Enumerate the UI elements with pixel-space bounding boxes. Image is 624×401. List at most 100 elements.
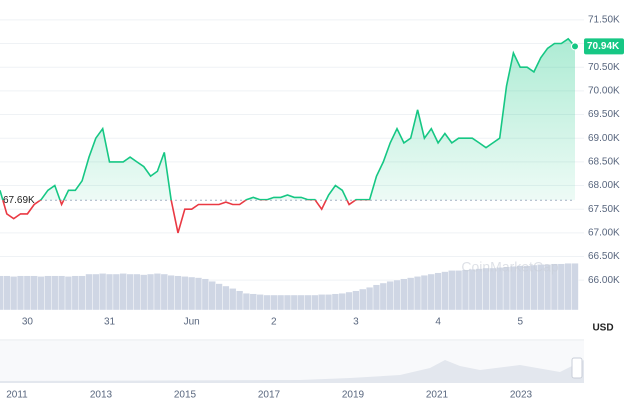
volume-bar — [85, 273, 93, 311]
volume-bar — [208, 281, 216, 311]
y-tick-label: 66.00K — [588, 275, 620, 286]
volume-bar — [304, 294, 312, 311]
volume-bar — [386, 281, 394, 311]
volume-bar — [283, 294, 292, 311]
volume-bar — [352, 290, 360, 311]
volume-bar — [112, 273, 120, 311]
volume-bar — [475, 268, 483, 311]
price-line-down — [2, 200, 371, 234]
current-label: 70.94K — [587, 41, 620, 52]
volume-bar — [311, 294, 319, 311]
volume-bar — [181, 276, 189, 311]
y-tick-label: 68.00K — [588, 180, 620, 191]
volume-bar — [174, 275, 182, 311]
watermark: CoinMarketCap — [461, 259, 558, 275]
navigator-year: 2013 — [90, 390, 113, 401]
y-tick-label: 69.50K — [588, 109, 620, 120]
y-tick-label: 68.50K — [588, 157, 620, 168]
volume-bar — [249, 293, 257, 311]
navigator-year: 2017 — [258, 390, 281, 401]
volume-bar — [153, 273, 162, 311]
volume-bar — [201, 278, 209, 311]
volume-bar — [0, 275, 4, 311]
volume-bar — [571, 263, 579, 311]
volume-bar — [37, 276, 45, 311]
volume-bar — [23, 275, 32, 311]
volume-bar — [119, 273, 127, 311]
current-dot — [571, 42, 579, 51]
volume-bar — [188, 276, 196, 311]
volume-bar — [420, 275, 429, 311]
volume-bar — [434, 272, 442, 311]
volume-bar — [366, 287, 374, 311]
volume-bar — [105, 273, 114, 311]
volume-bar — [379, 282, 387, 311]
volume-bar — [126, 273, 134, 311]
x-tick-label: 3 — [353, 317, 359, 328]
volume-bar — [44, 275, 52, 311]
volume-bar — [270, 294, 278, 311]
volume-bar — [359, 288, 367, 311]
volume-bar — [222, 285, 230, 311]
y-tick-label: 66.50K — [588, 251, 620, 262]
baseline-label: 67.69K — [3, 195, 35, 206]
navigator-year: 2019 — [342, 390, 365, 401]
volume-bar — [413, 276, 422, 311]
volume-bar — [229, 288, 237, 311]
x-tick-label: 2 — [271, 317, 277, 328]
volume-bar — [51, 275, 59, 311]
volume-bar — [92, 273, 100, 311]
volume-bar — [133, 273, 141, 311]
volume-bar — [277, 294, 285, 311]
y-tick-label: 67.00K — [588, 227, 620, 238]
price-area — [0, 38, 575, 201]
x-tick-label: 4 — [435, 317, 441, 328]
volume-bar — [242, 293, 251, 311]
volume-bar — [167, 275, 175, 311]
volume-bar — [318, 294, 326, 311]
navigator-year: 2015 — [174, 390, 197, 401]
volume-bar — [71, 275, 79, 311]
volume-bar — [235, 290, 244, 311]
volume-bar — [331, 293, 340, 311]
y-tick-label: 70.00K — [588, 86, 620, 97]
x-tick-label: Jun — [184, 317, 200, 328]
volume-bar — [468, 269, 476, 311]
volume-bar — [448, 270, 456, 311]
volume-bar — [407, 277, 415, 311]
x-tick-label: 5 — [517, 317, 523, 328]
volume-bar — [338, 293, 346, 311]
volume-bar — [3, 275, 11, 311]
volume-bar — [441, 271, 449, 311]
volume-bar — [461, 269, 470, 311]
volume-bar — [345, 291, 353, 311]
volume-bar — [557, 263, 565, 311]
navigator-area — [0, 360, 584, 383]
volume-bar — [160, 273, 168, 311]
x-tick-label: 30 — [22, 317, 34, 328]
volume-bar — [393, 279, 401, 311]
volume-bar — [427, 273, 435, 311]
volume-bar — [564, 263, 572, 311]
x-tick-label: 31 — [104, 317, 116, 328]
volume-bar — [215, 283, 223, 311]
navigator-year: 2021 — [426, 390, 449, 401]
current-badge — [584, 38, 624, 55]
navigator-handle[interactable] — [571, 357, 583, 379]
volume-bar — [290, 294, 298, 311]
volume-bar — [78, 275, 86, 311]
volume-bar — [57, 275, 66, 311]
volume-bar — [99, 273, 107, 311]
navigator-year: 2011 — [6, 390, 28, 401]
y-tick-label: 67.50K — [588, 204, 620, 215]
volume-bar — [146, 273, 155, 311]
volume-bar — [30, 275, 38, 311]
y-tick-label: 71.50K — [588, 15, 620, 26]
y-tick-label: 69.00K — [588, 133, 620, 144]
volume-bar — [256, 294, 264, 311]
volume-bar — [16, 275, 25, 311]
navigator-year: 2023 — [510, 390, 533, 401]
volume-bar — [297, 294, 305, 311]
volume-bar — [194, 277, 203, 311]
